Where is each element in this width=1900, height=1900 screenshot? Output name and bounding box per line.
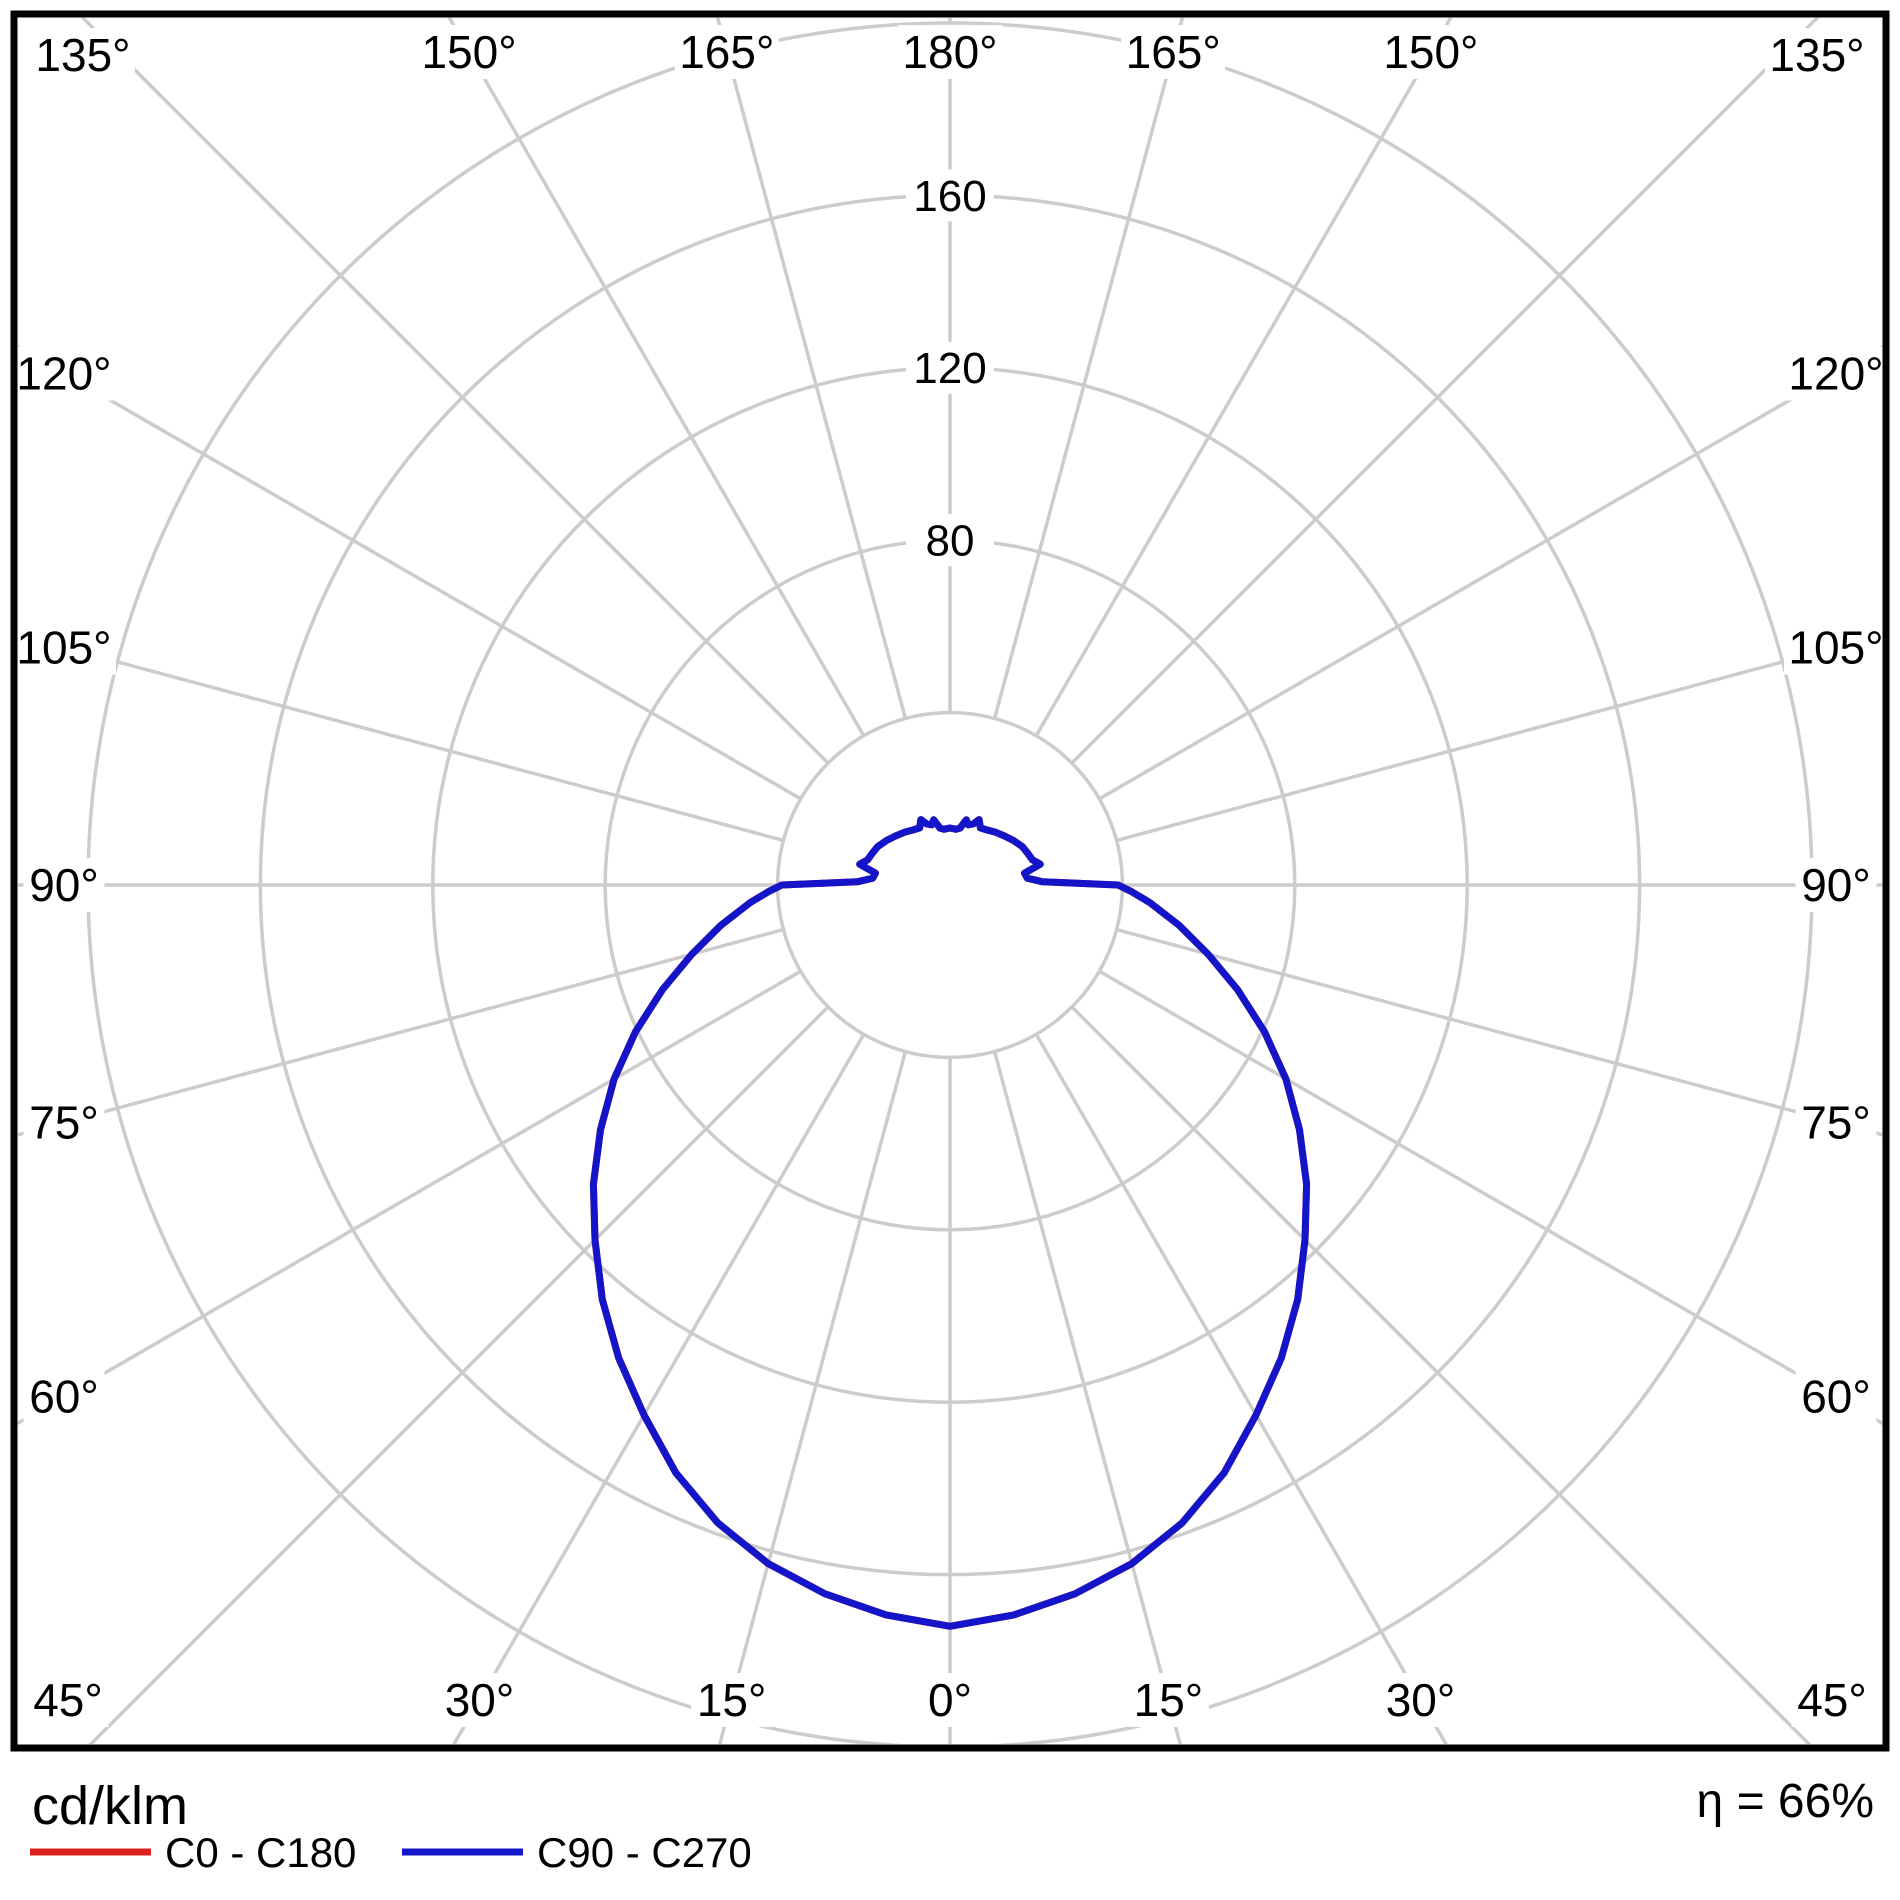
- ring-label-bg-160: [906, 169, 994, 222]
- grid-spoke-60: [1098, 969, 1882, 1426]
- angle-label-bg-30: [1380, 1673, 1461, 1727]
- angle-label-90-right: 90°: [1801, 859, 1871, 911]
- grid-spoke-315: [88, 1005, 830, 1744]
- angle-label-0: 0°: [928, 1674, 972, 1726]
- grid-spoke-240: [18, 344, 802, 801]
- angle-label-bg-75: [23, 1095, 105, 1150]
- intensity-curves: [589, 816, 1311, 1630]
- grid-spoke-120: [1098, 344, 1882, 801]
- angle-label-30-left: 30°: [445, 1674, 515, 1726]
- legend-label-c90-c270: C90 - C270: [537, 1829, 752, 1876]
- grid-spoke-15: [992, 1051, 1182, 1744]
- curve-c90-c270: [589, 816, 1311, 1630]
- angle-label-120-left: 120°: [16, 348, 111, 400]
- angle-label-60-right: 60°: [1801, 1371, 1871, 1423]
- angle-label-75-left: 75°: [29, 1097, 99, 1149]
- angle-label-bg-165: [1121, 25, 1226, 79]
- angle-label-bg-120: [12, 346, 116, 401]
- grid-spoke-300: [18, 969, 802, 1426]
- angle-label-bg-0: [921, 1673, 979, 1727]
- chart-frame: [10, 10, 1890, 1752]
- angle-label-105-left: 105°: [16, 622, 111, 674]
- angle-label-165-left: 165°: [679, 26, 774, 78]
- footer: cd/klm C0 - C180 C90 - C270 η = 66%: [30, 1775, 1874, 1876]
- angle-label-bg-150: [417, 25, 522, 79]
- grid-spoke-225: [80, 18, 830, 765]
- angle-label-bg-90: [1795, 858, 1877, 912]
- angle-label-bg-75: [1795, 1095, 1877, 1150]
- grid-spoke-105: [1116, 633, 1882, 843]
- angle-label-45-left: 45°: [33, 1674, 103, 1726]
- angle-label-bg-135: [31, 28, 135, 82]
- angle-label-bg-30: [439, 1673, 520, 1727]
- angle-label-bg-15: [691, 1673, 773, 1727]
- grid-spoke-285: [18, 927, 784, 1137]
- grid-spoke-75: [1116, 927, 1882, 1137]
- angle-label-60-left: 60°: [29, 1371, 99, 1423]
- grid-spoke-255: [18, 633, 784, 843]
- angle-label-bg-120: [1784, 346, 1888, 401]
- grid-spoke-165: [992, 18, 1185, 719]
- angle-label-90-left: 90°: [29, 859, 99, 911]
- angle-label-150-left: 150°: [422, 26, 517, 78]
- angle-label-bg-90: [23, 858, 105, 912]
- angle-label-135-left: 135°: [35, 29, 130, 81]
- angle-label-bg-135: [1765, 28, 1869, 82]
- angle-label-bg-150: [1378, 25, 1483, 79]
- grid-spoke-195: [715, 18, 908, 719]
- angle-label-bg-45: [1791, 1673, 1873, 1727]
- angle-label-75-right: 75°: [1801, 1097, 1871, 1149]
- grid-spoke-210: [447, 18, 866, 737]
- grid-spoke-30: [1034, 1033, 1448, 1744]
- angle-label-15-right: 15°: [1134, 1674, 1204, 1726]
- angle-label-bg-60: [23, 1369, 105, 1424]
- angle-label-165-right: 165°: [1126, 26, 1221, 78]
- ring-label-160: 160: [913, 172, 986, 221]
- angle-label-135-right: 135°: [1769, 29, 1864, 81]
- angle-label-45-right: 45°: [1797, 1674, 1867, 1726]
- ring-label-bg-80: [906, 514, 994, 567]
- efficiency-label: η = 66%: [1697, 1775, 1874, 1828]
- unit-label: cd/klm: [32, 1776, 188, 1836]
- grid-spoke-150: [1034, 18, 1453, 737]
- ring-label-80: 80: [926, 517, 975, 566]
- angle-label-bg-165: [674, 25, 779, 79]
- angle-label-105-right: 105°: [1788, 622, 1883, 674]
- grid-spoke-45: [1070, 1005, 1812, 1744]
- angle-label-120-right: 120°: [1788, 348, 1883, 400]
- angle-label-30-right: 30°: [1386, 1674, 1456, 1726]
- angle-label-bg-60: [1795, 1369, 1877, 1424]
- angle-label-bg-105: [1784, 620, 1888, 675]
- ring-label-bg-120: [906, 341, 994, 394]
- ring-label-120: 120: [913, 344, 986, 393]
- angle-label-180: 180°: [902, 26, 997, 78]
- legend-label-c0-c180: C0 - C180: [165, 1829, 356, 1876]
- angle-label-bg-105: [12, 620, 116, 675]
- grid-spoke-330: [452, 1033, 866, 1744]
- angle-label-bg-180: [898, 25, 1002, 79]
- grid-spoke-135: [1070, 18, 1820, 765]
- angle-label-bg-45: [27, 1673, 109, 1727]
- angle-label-bg-15: [1127, 1673, 1209, 1727]
- angle-label-15-left: 15°: [697, 1674, 767, 1726]
- angle-label-150-right: 150°: [1383, 26, 1478, 78]
- grid-spoke-345: [718, 1051, 908, 1744]
